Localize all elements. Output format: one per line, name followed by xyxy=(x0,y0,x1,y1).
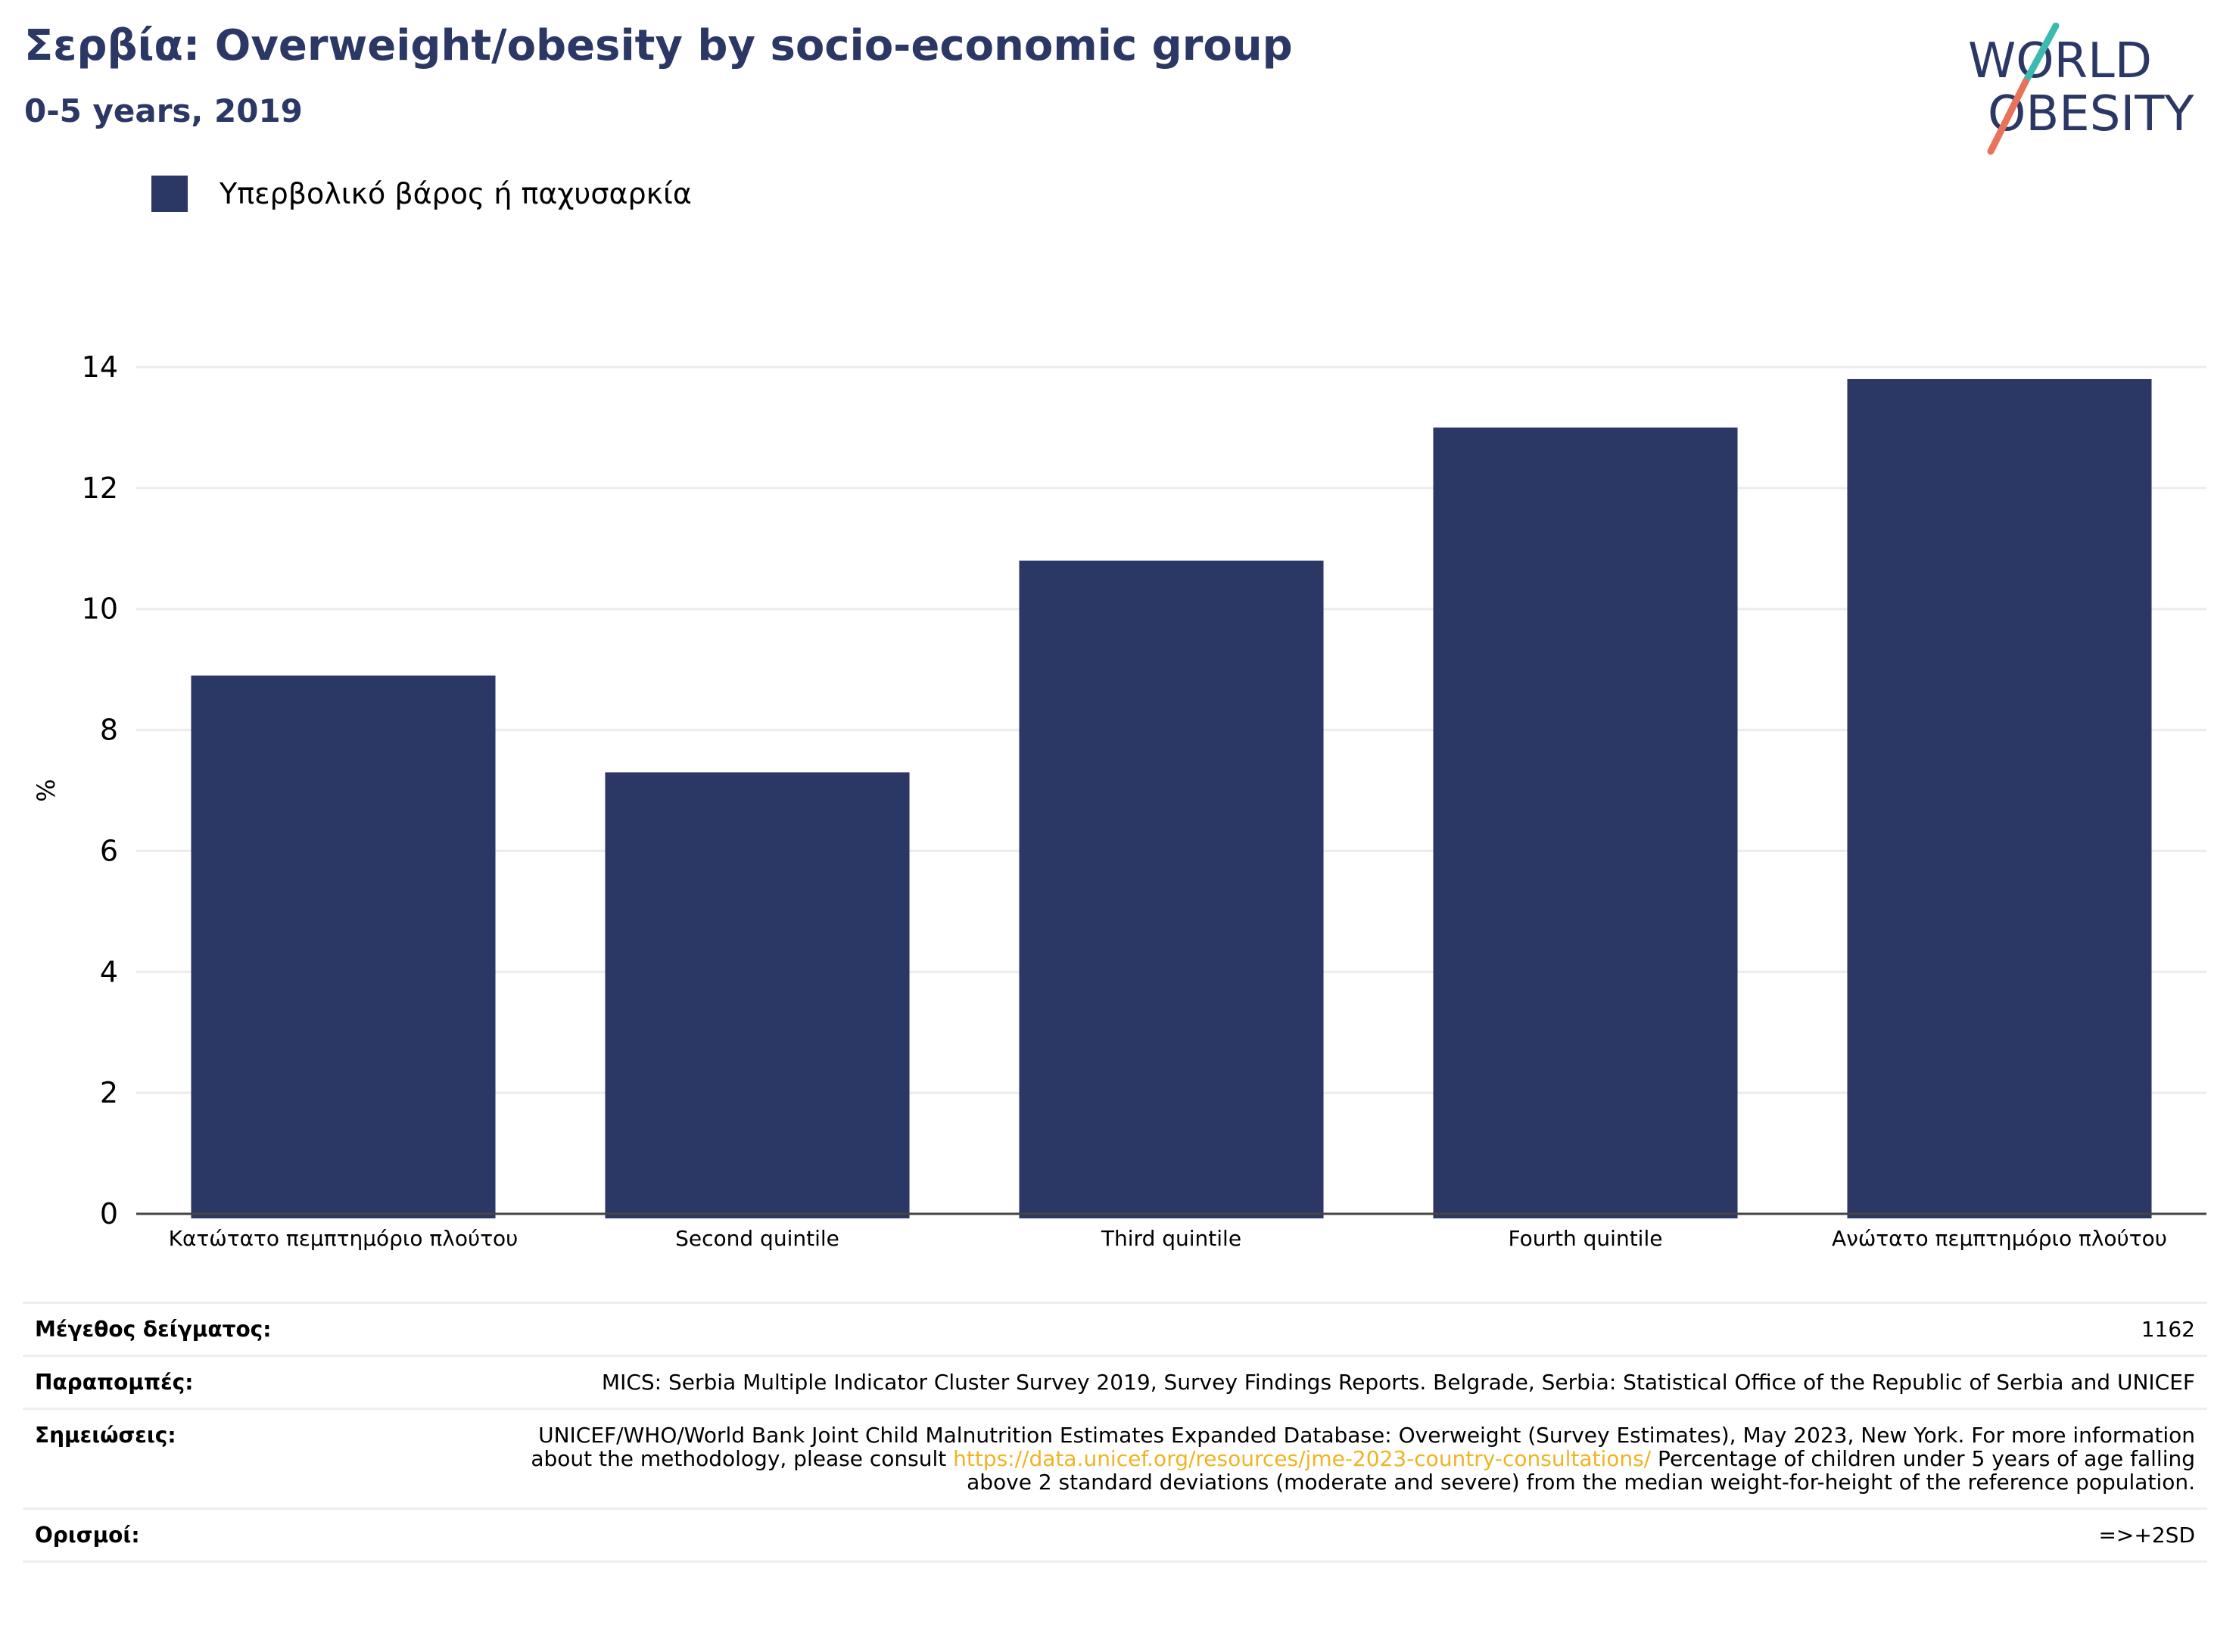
references-value: MICS: Serbia Multiple Indicator Cluster … xyxy=(501,1355,2207,1410)
x-tick-label: Second quintile xyxy=(675,1226,839,1251)
legend: Υπερβολικό βάρος ή παχυσαρκία xyxy=(151,176,692,212)
definitions-label: Ορισμοί: xyxy=(23,1507,501,1563)
world-obesity-logo: WORLD OBESITY xyxy=(1968,23,2194,155)
notes-text-before: UNICEF/WHO/World Bank Joint Child Malnut… xyxy=(531,1423,2195,1471)
logo-slash-bottom xyxy=(1987,78,2029,155)
y-tick-label: 10 xyxy=(82,593,118,626)
logo-word-world: WORLD xyxy=(1968,33,2152,89)
chart-info-table: Μέγεθος δείγματος: 1162 Παραπομπές: MICS… xyxy=(23,1302,2207,1563)
references-label: Παραπομπές: xyxy=(23,1355,501,1410)
bar xyxy=(1019,560,1324,1218)
bars xyxy=(191,378,2152,1218)
notes-row: Σημειώσεις: UNICEF/WHO/World Bank Joint … xyxy=(23,1408,2207,1510)
x-tick-label: Κατώτατο πεμπτημόριο πλούτου xyxy=(169,1226,518,1251)
y-axis: 0 2 4 6 8 10 12 14 xyxy=(82,350,118,1230)
sample-size-value: 1162 xyxy=(501,1302,2207,1357)
notes-text-after: Percentage of children under 5 years of … xyxy=(967,1446,2195,1495)
notes-value: UNICEF/WHO/World Bank Joint Child Malnut… xyxy=(501,1408,2207,1510)
x-tick-label: Ανώτατο πεμπτημόριο πλούτου xyxy=(1832,1226,2167,1251)
bar xyxy=(1433,427,1738,1218)
y-tick-label: 8 xyxy=(100,714,118,747)
y-tick-label: 12 xyxy=(82,471,118,505)
references-row: Παραπομπές: MICS: Serbia Multiple Indica… xyxy=(23,1355,2207,1410)
logo-slash-top xyxy=(2022,23,2060,86)
y-tick-label: 14 xyxy=(82,350,118,384)
y-axis-label: % xyxy=(32,779,61,801)
y-tick-label: 0 xyxy=(100,1197,118,1230)
bar-chart: 0 2 4 6 8 10 12 14 % Κατώτατο πεμπτημόριο πλούτ… xyxy=(32,350,2206,1251)
sample-size-label: Μέγεθος δείγματος: xyxy=(23,1302,501,1357)
chart-subtitle: 0-5 years, 2019 xyxy=(24,92,303,129)
methodology-link[interactable]: https://data.unicef.org/resources/jme-20… xyxy=(953,1446,1652,1471)
definitions-row: Ορισμοί: =>+2SD xyxy=(23,1507,2207,1563)
legend-swatch xyxy=(151,176,188,212)
x-tick-label: Third quintile xyxy=(1101,1226,1241,1251)
bar xyxy=(1847,378,2152,1218)
y-tick-label: 6 xyxy=(100,834,118,867)
x-axis: Κατώτατο πεμπτημόριο πλούτου Second quint… xyxy=(169,1226,2167,1251)
bar xyxy=(191,675,496,1218)
legend-label: Υπερβολικό βάρος ή παχυσαρκία xyxy=(220,177,692,210)
notes-label: Σημειώσεις: xyxy=(23,1408,501,1510)
chart-title: Σερβία: Overweight/obesity by socio-econ… xyxy=(24,21,1293,70)
bar xyxy=(605,772,910,1218)
y-tick-label: 4 xyxy=(100,955,118,988)
definitions-value: =>+2SD xyxy=(501,1507,2207,1563)
x-tick-label: Fourth quintile xyxy=(1509,1226,1663,1251)
y-tick-label: 2 xyxy=(100,1076,118,1109)
sample-size-row: Μέγεθος δείγματος: 1162 xyxy=(23,1302,2207,1357)
